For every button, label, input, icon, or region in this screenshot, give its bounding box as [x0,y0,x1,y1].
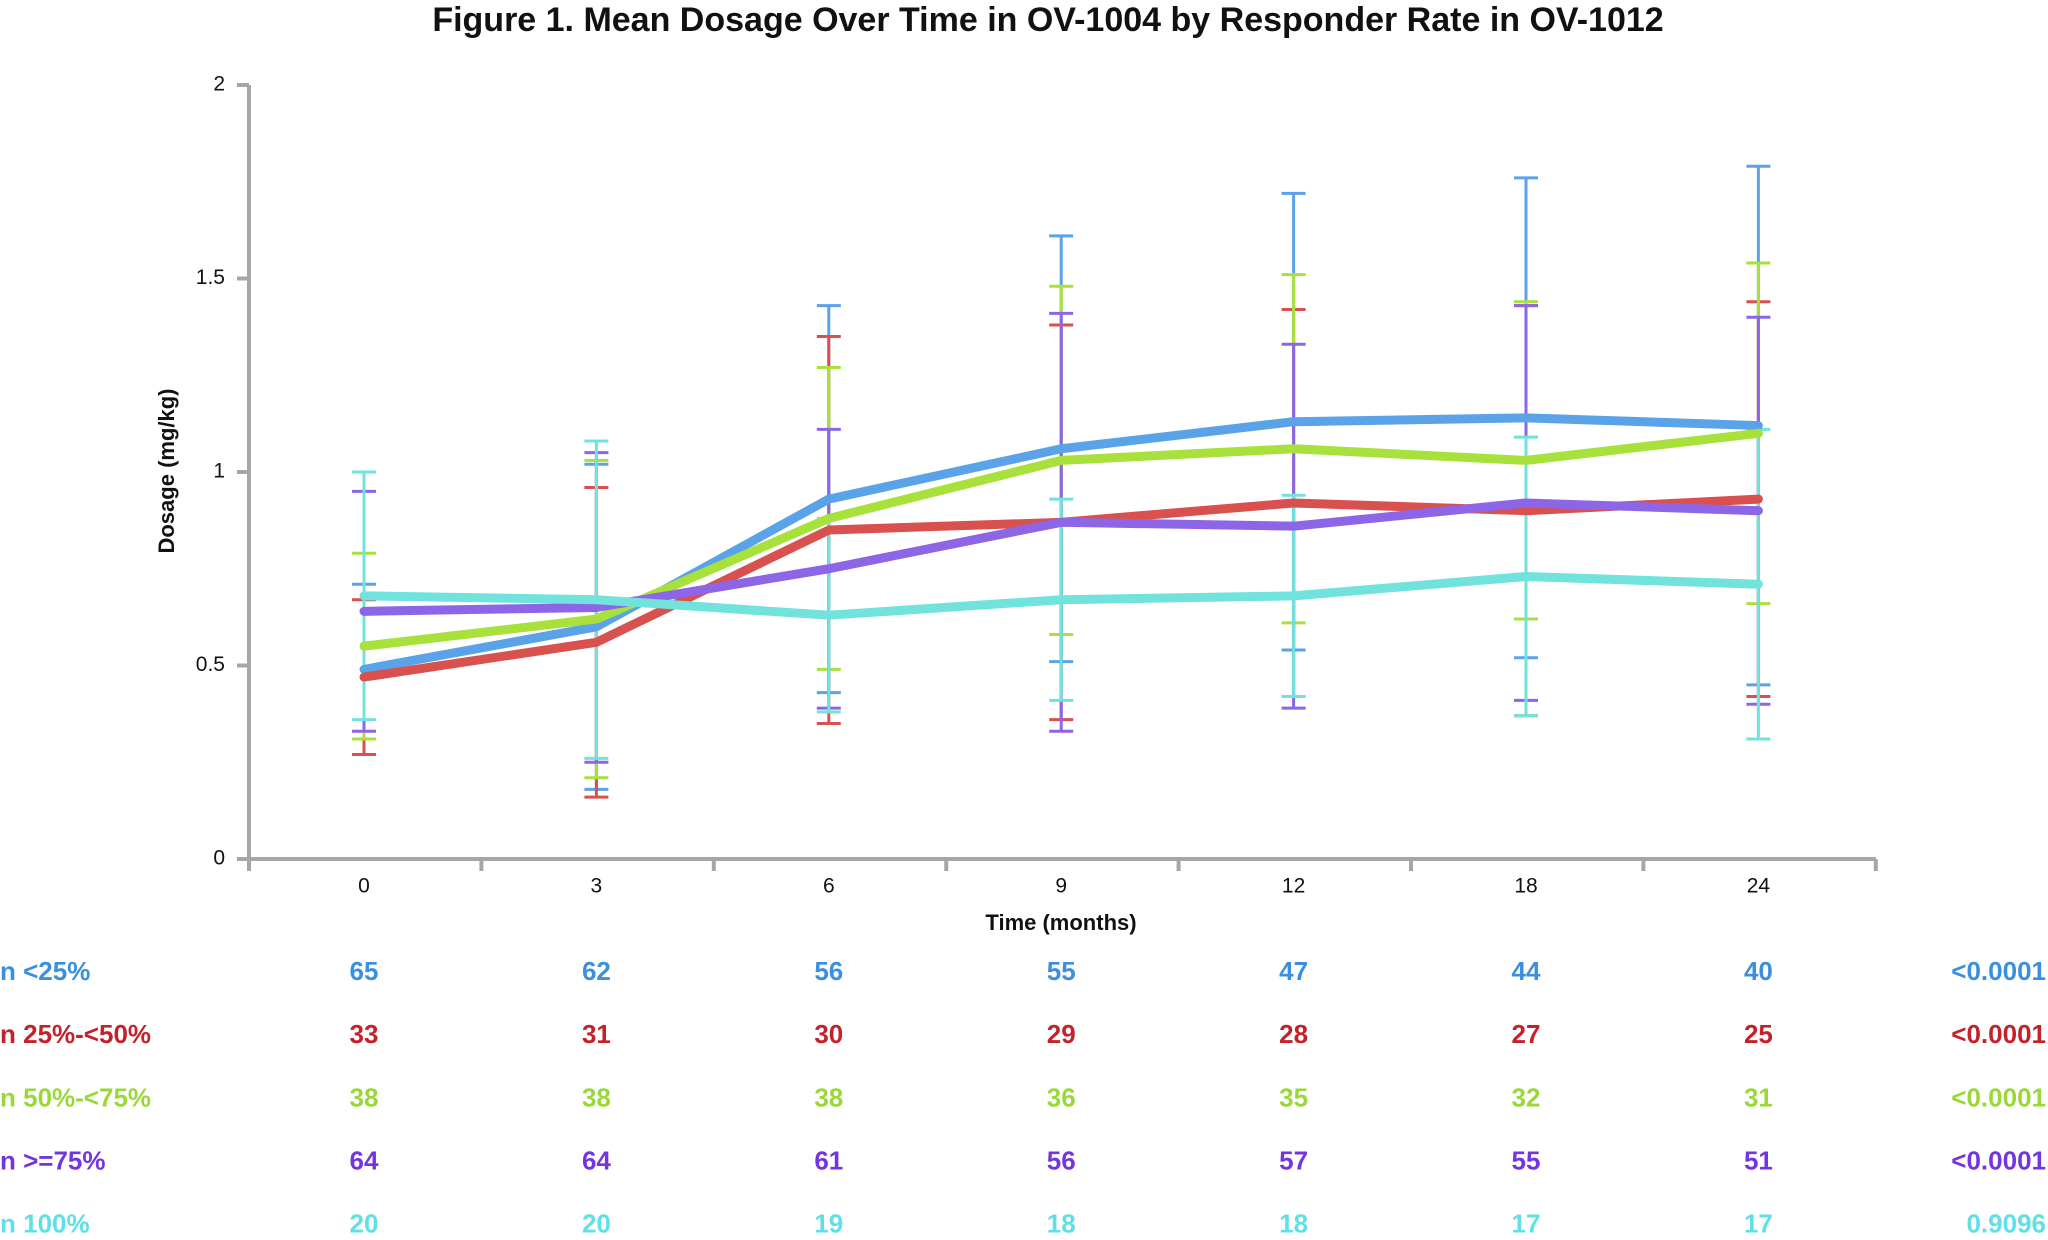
n-count: 18 [1047,1209,1076,1239]
x-tick-label: 12 [1282,875,1305,898]
series-line [359,498,1763,616]
n-count: 44 [1512,956,1541,986]
x-tick-label: 3 [591,875,603,898]
series-line [359,413,1763,674]
n-count: 35 [1279,1082,1308,1112]
row-label: n 50%-<75% [0,1082,151,1112]
n-count: 55 [1512,1145,1541,1175]
n-count: 28 [1279,1019,1308,1049]
y-tick-label: 1.5 [196,266,225,289]
p-value: 0.9096 [1966,1209,2046,1239]
row-label: n 25%-<50% [0,1019,151,1049]
y-tick-label: 0 [213,847,225,870]
row-label: n <25% [0,956,90,986]
n-count: 32 [1512,1082,1541,1112]
n-count: 20 [582,1209,611,1239]
n-count: 27 [1512,1019,1541,1049]
n-count: 40 [1744,956,1773,986]
n-count: 25 [1744,1019,1773,1049]
n-count: 17 [1744,1209,1773,1239]
x-axis-label: Time (months) [985,910,1136,935]
n-count: 55 [1047,956,1076,986]
row-label: n >=75% [0,1145,106,1175]
x-tick-label: 0 [358,875,370,898]
n-count: 38 [814,1082,843,1112]
n-count: 33 [350,1019,379,1049]
series-line [359,571,1763,620]
row-label: n 100% [0,1209,90,1239]
n-count: 47 [1279,956,1308,986]
n-count: 30 [814,1019,843,1049]
p-value: <0.0001 [1951,1082,2046,1112]
n-count: 38 [582,1082,611,1112]
n-count: 29 [1047,1019,1076,1049]
n-count: 65 [350,956,379,986]
y-axis-label: Dosage (mg/kg) [154,388,179,553]
n-count: 64 [582,1145,611,1175]
p-value: <0.0001 [1951,956,2046,986]
y-tick-label: 1 [213,460,225,483]
y-tick-label: 2 [213,73,225,96]
p-value: <0.0001 [1951,1019,2046,1049]
x-tick-label: 6 [823,875,835,898]
n-count: 36 [1047,1082,1076,1112]
y-tick-label: 0.5 [196,653,225,676]
x-tick-label: 9 [1055,875,1067,898]
n-count: 20 [350,1209,379,1239]
x-tick-label: 18 [1514,875,1537,898]
n-count: 51 [1744,1145,1773,1175]
p-value: <0.0001 [1951,1145,2046,1175]
n-count: 17 [1512,1209,1541,1239]
n-count: 31 [582,1019,611,1049]
n-count: 31 [1744,1082,1773,1112]
n-count: 62 [582,956,611,986]
n-count: 56 [814,956,843,986]
n-count: 19 [814,1209,843,1239]
n-count: 61 [814,1145,843,1175]
n-count: 38 [350,1082,379,1112]
n-count: 18 [1279,1209,1308,1239]
series-line [359,428,1763,651]
chart-title: Figure 1. Mean Dosage Over Time in OV-10… [432,1,1663,39]
n-count: 57 [1279,1145,1308,1175]
n-count: 56 [1047,1145,1076,1175]
x-tick-label: 24 [1747,875,1771,898]
n-count: 64 [350,1145,379,1175]
